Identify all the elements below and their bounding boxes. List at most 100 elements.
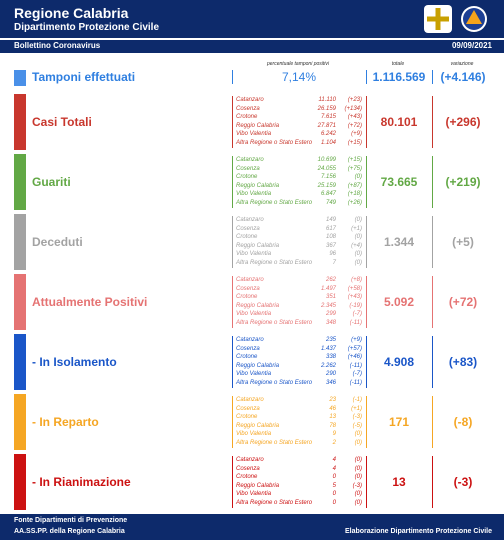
province-name: Reggio Calabria: [236, 482, 280, 489]
province-name: Catanzaro: [236, 277, 264, 283]
section-detail-border: [232, 156, 233, 208]
section-label: Attualmente Positivi: [32, 295, 148, 309]
section-label: Deceduti: [32, 235, 83, 249]
province-value: 108: [325, 234, 336, 241]
province-delta: (+43): [347, 294, 362, 301]
province-delta: (0): [354, 260, 362, 266]
province-value: 6.242: [320, 131, 336, 138]
province-value: 5: [332, 482, 336, 489]
section-marker: [14, 454, 26, 510]
province-name: Vibo Valentia: [236, 371, 272, 378]
logo-cross: [427, 8, 449, 30]
section-label: Guariti: [32, 175, 71, 189]
tamponi-variation-header: variazione: [450, 61, 474, 67]
tamponi-total-header: totale: [391, 61, 405, 67]
header-band: [0, 0, 504, 38]
province-delta: (+15): [347, 157, 362, 163]
province-delta: (+9): [351, 131, 362, 138]
province-name: Reggio Calabria: [236, 242, 280, 249]
province-value: 9: [332, 431, 336, 438]
province-delta: (+15): [347, 140, 362, 146]
footer-credit: Elaborazione Dipartimento Protezione Civ…: [344, 528, 492, 535]
province-name: Reggio Calabria: [236, 122, 280, 129]
province-delta: (0): [354, 465, 362, 472]
province-value: 13: [329, 414, 336, 421]
province-name: Altra Regione o Stato Estero: [236, 320, 313, 326]
province-value: 0: [332, 500, 336, 506]
province-name: Reggio Calabria: [236, 182, 280, 189]
province-value: 25.159: [317, 182, 336, 189]
province-value: 11.110: [318, 97, 336, 103]
province-delta: (+57): [347, 345, 362, 352]
province-delta: (+75): [347, 165, 362, 172]
province-value: 26.159: [317, 105, 336, 112]
province-delta: (0): [354, 440, 362, 446]
section-marker: [14, 214, 26, 270]
province-delta: (0): [354, 174, 362, 181]
province-delta: (+87): [347, 182, 362, 189]
province-delta: (-19): [349, 302, 362, 309]
section-marker: [14, 334, 26, 390]
tamponi-total: 1.116.569: [366, 70, 431, 84]
province-name: Crotone: [236, 234, 258, 241]
section-marker: [14, 94, 26, 150]
province-value: 262: [325, 277, 336, 283]
section-detail-border: [232, 456, 233, 508]
province-delta: (-5): [352, 422, 362, 429]
province-delta: (0): [354, 431, 362, 438]
province-delta: (-7): [352, 371, 362, 378]
section-detail-border: [232, 336, 233, 388]
province-value: 4: [332, 457, 336, 463]
province-value: 290: [325, 371, 336, 378]
province-delta: (-3): [352, 414, 362, 421]
province-name: Catanzaro: [236, 397, 264, 403]
province-name: Catanzaro: [236, 337, 264, 343]
section-label: Casi Totali: [32, 115, 92, 129]
province-name: Altra Regione o Stato Estero: [236, 200, 313, 206]
section-label: - In Isolamento: [32, 355, 117, 369]
section-variation: (+296): [432, 96, 493, 148]
section-total: 5.092: [366, 276, 431, 328]
logos: [424, 5, 487, 33]
province-name: Crotone: [236, 474, 258, 481]
header-subtitle: Dipartimento Protezione Civile: [14, 22, 160, 33]
section-variation: (+219): [432, 156, 493, 208]
province-value: 7.615: [320, 114, 336, 121]
section-total: 73.665: [366, 156, 431, 208]
province-name: Crotone: [236, 414, 258, 421]
header-title: Regione Calabria: [14, 5, 129, 21]
province-value: 299: [325, 311, 336, 318]
footer-source-1: Fonte Dipartimenti di Prevenzione: [14, 517, 128, 524]
province-delta: (+134): [344, 105, 362, 112]
section-total: 4.908: [366, 336, 431, 388]
province-name: Cosenza: [236, 405, 260, 412]
province-delta: (+1): [351, 405, 362, 412]
province-delta: (+4): [351, 242, 362, 249]
province-delta: (-1): [352, 397, 362, 403]
province-delta: (0): [354, 500, 362, 506]
province-name: Catanzaro: [236, 217, 264, 223]
province-name: Vibo Valentia: [236, 311, 272, 318]
section-detail-border: [232, 396, 233, 448]
section-marker: [14, 394, 26, 450]
province-name: Crotone: [236, 114, 258, 121]
province-name: Catanzaro: [236, 97, 264, 103]
province-name: Reggio Calabria: [236, 362, 280, 369]
province-name: Catanzaro: [236, 457, 264, 463]
tamponi-percent-header: percentuale tamponi positivi: [267, 61, 329, 67]
section-detail-border: [232, 276, 233, 328]
section-marker: [14, 154, 26, 210]
province-value: 2.345: [320, 302, 336, 309]
section-detail-border: [232, 216, 233, 268]
section-marker: [14, 274, 26, 330]
province-name: Cosenza: [236, 105, 260, 112]
section-variation: (+5): [432, 216, 493, 268]
province-delta: (+43): [347, 114, 362, 121]
province-delta: (0): [354, 457, 362, 463]
tamponi-percent: 7,14%: [232, 70, 365, 84]
bulletin-date: 09/09/2021: [451, 41, 492, 50]
province-value: 346: [325, 380, 336, 386]
province-delta: (0): [354, 234, 362, 241]
province-delta: (-11): [349, 320, 362, 326]
province-value: 0: [332, 491, 336, 498]
